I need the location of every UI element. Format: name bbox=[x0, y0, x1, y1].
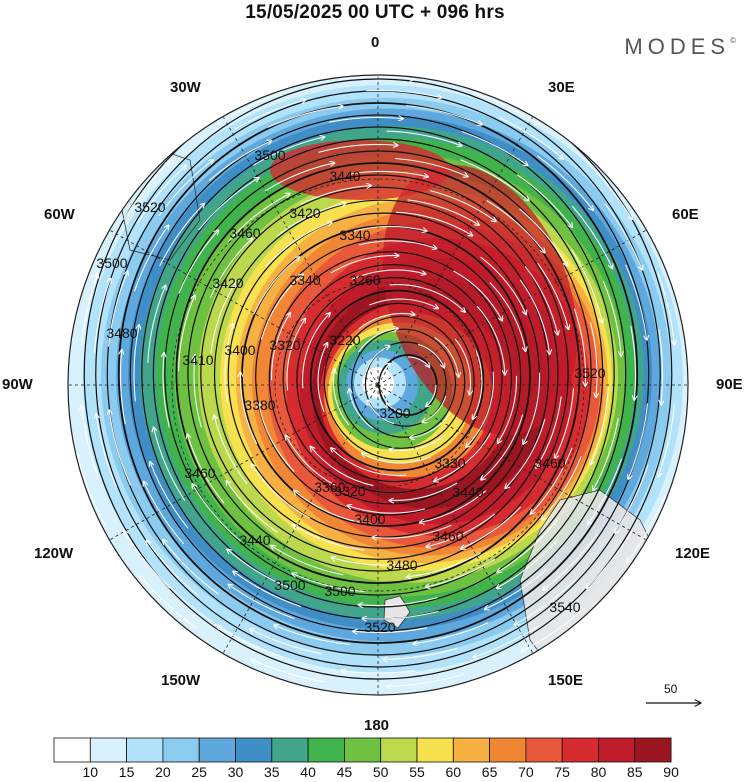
colorbar-tick-label: 75 bbox=[554, 764, 570, 780]
colorbar-swatch bbox=[416, 737, 454, 763]
lon-label-60e: 60E bbox=[672, 206, 699, 223]
contour-label: 3460 bbox=[534, 455, 565, 471]
colorbar-tick-label: 10 bbox=[82, 764, 99, 780]
contour-label: 3200 bbox=[379, 405, 410, 421]
lon-label-30w: 30W bbox=[170, 79, 201, 96]
lon-label-120e: 120E bbox=[675, 545, 711, 562]
colorbar-tick-label: 40 bbox=[300, 764, 316, 780]
contour-label: 3460 bbox=[184, 465, 215, 481]
lon-label-60w: 60W bbox=[44, 206, 75, 223]
lon-label-150e: 150E bbox=[548, 672, 584, 689]
colorbar-tick-label: 25 bbox=[191, 764, 207, 780]
reference-vector: 50 bbox=[644, 680, 704, 710]
contour-label: 3440 bbox=[452, 484, 483, 500]
colorbar-swatch bbox=[525, 737, 563, 763]
colorbar-tick-label: 15 bbox=[118, 764, 135, 780]
contour-label: 3540 bbox=[549, 599, 580, 615]
colorbar-swatch bbox=[343, 737, 382, 763]
colorbar-swatch bbox=[307, 737, 345, 763]
colorbar-swatch bbox=[489, 737, 527, 763]
contour-label: 3520 bbox=[134, 199, 165, 215]
contour-label: 3320 bbox=[269, 337, 300, 353]
contour-label: 3360 bbox=[314, 479, 345, 495]
contour-label: 3400 bbox=[354, 511, 385, 527]
contour-label: 3500 bbox=[274, 577, 305, 593]
contour-label: 3460 bbox=[432, 528, 463, 544]
contour-label: 3340 bbox=[289, 272, 320, 288]
colorbar-swatch bbox=[198, 737, 236, 763]
colorbar-tick-label: 65 bbox=[481, 764, 498, 780]
contour-label: 3480 bbox=[386, 557, 417, 573]
contour-label: 3220 bbox=[329, 332, 360, 348]
contour-label: 3260 bbox=[349, 272, 380, 288]
contour-label: 3340 bbox=[339, 227, 370, 243]
colorbar-swatch bbox=[126, 737, 164, 763]
colorbar-swatch bbox=[271, 737, 309, 763]
colorbar-tick-label: 30 bbox=[227, 764, 244, 780]
colorbar-tick-label: 90 bbox=[663, 764, 679, 780]
contour-label: 3420 bbox=[289, 205, 320, 221]
contour-label: 3420 bbox=[212, 275, 243, 291]
contour-label: 3520 bbox=[574, 365, 605, 381]
colorbar-swatch bbox=[89, 737, 128, 763]
colorbar-tick-label: 55 bbox=[409, 764, 425, 780]
lon-label-0: 0 bbox=[371, 34, 380, 51]
colorbar-swatch bbox=[235, 737, 273, 763]
colorbar-swatch bbox=[380, 737, 418, 763]
colorbar-tick-label: 85 bbox=[627, 764, 643, 780]
modes-logo: MODES© bbox=[624, 34, 736, 60]
lon-label-150w: 150W bbox=[161, 672, 201, 689]
contour-label: 3480 bbox=[106, 325, 137, 341]
lon-label-30e: 30E bbox=[548, 79, 575, 96]
contour-label: 3460 bbox=[229, 225, 260, 241]
contour-label: 3440 bbox=[329, 168, 360, 184]
colorbar-swatch bbox=[162, 737, 200, 763]
map-title: 15/05/2025 00 UTC + 096 hrs bbox=[245, 2, 505, 23]
colorbar-swatch bbox=[452, 737, 490, 763]
colorbar-swatch bbox=[53, 737, 91, 763]
copyright-mark: © bbox=[730, 36, 736, 45]
reference-vector-label: 50 bbox=[664, 682, 678, 696]
lon-label-180: 180 bbox=[364, 717, 390, 734]
contour-label: 3520 bbox=[364, 619, 395, 635]
contour-label: 3440 bbox=[239, 532, 270, 548]
colorbar-tick-label: 20 bbox=[155, 764, 171, 780]
colorbar-tick-label: 60 bbox=[445, 764, 462, 780]
colorbar-swatch bbox=[598, 737, 636, 763]
colorbar bbox=[53, 737, 672, 763]
contour-label: 3500 bbox=[254, 147, 285, 163]
contour-label: 3320 bbox=[334, 483, 365, 499]
colorbar-swatch bbox=[561, 737, 599, 763]
lon-label-120w: 120W bbox=[34, 545, 74, 562]
contour-label: 3330 bbox=[434, 455, 465, 471]
contour-label: 3400 bbox=[224, 342, 255, 358]
colorbar-tick-label: 45 bbox=[336, 764, 353, 780]
contour-label: 3500 bbox=[324, 583, 355, 599]
contour-label: 3410 bbox=[182, 352, 213, 368]
contour-label: 3380 bbox=[244, 397, 275, 413]
map-boundary bbox=[67, 74, 689, 696]
colorbar-tick-label: 50 bbox=[372, 764, 389, 780]
colorbar-tick-label: 70 bbox=[518, 764, 534, 780]
wind-streamlines bbox=[68, 75, 688, 687]
lon-label-90w: 90W bbox=[2, 376, 33, 393]
lon-label-90e: 90E bbox=[716, 376, 743, 393]
brand-name: MODES bbox=[624, 34, 731, 59]
colorbar-tick-label: 80 bbox=[590, 764, 607, 780]
contour-labels: 3500 3440 3520 3420 3460 3340 3500 3420 3340 3260… bbox=[96, 147, 605, 635]
contour-label: 3500 bbox=[96, 255, 127, 271]
colorbar-swatch bbox=[634, 737, 672, 763]
colorbar-tick-label: 35 bbox=[264, 764, 280, 780]
